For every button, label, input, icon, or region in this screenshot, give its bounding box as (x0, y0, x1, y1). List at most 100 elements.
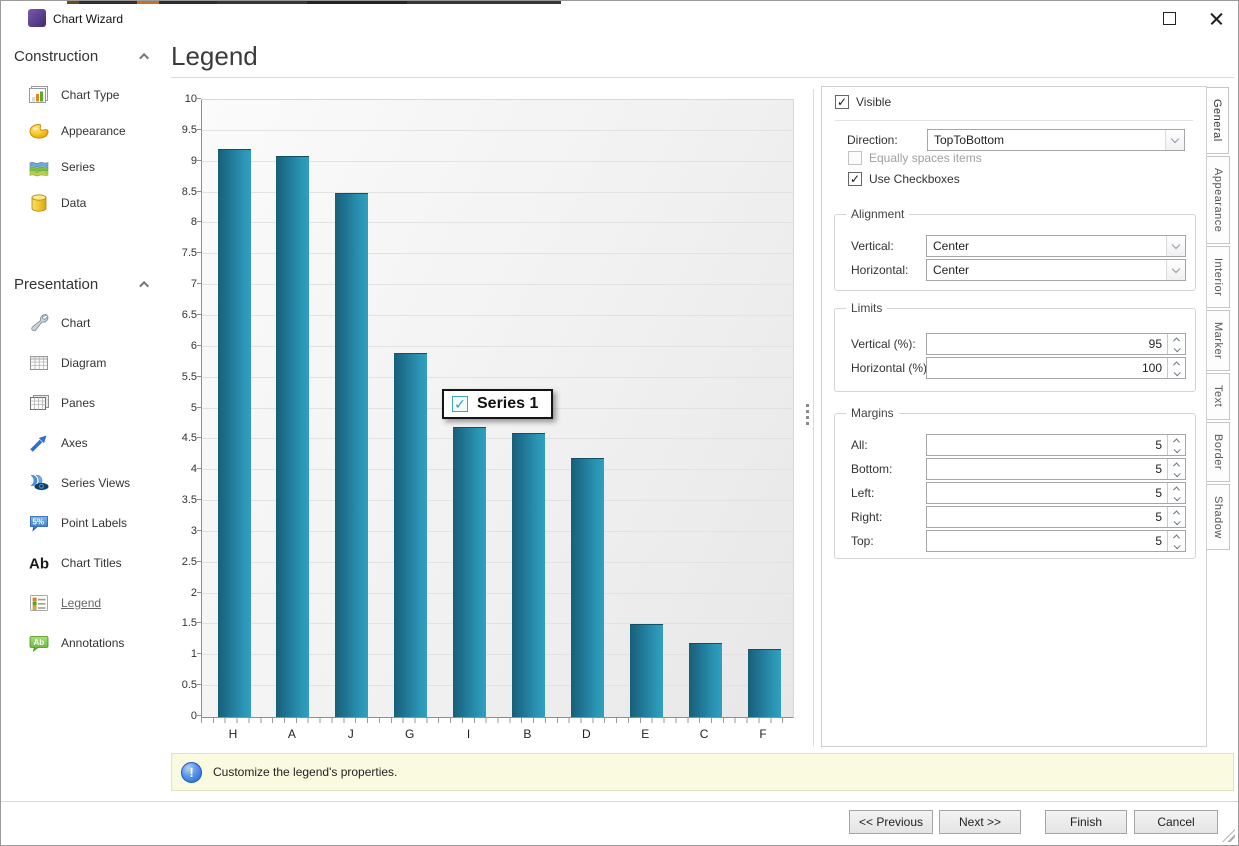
bar-F (747, 649, 781, 717)
sidebar-item-chart-type[interactable]: Chart Type (1, 77, 165, 113)
limits-vertical-label: Vertical (%): (851, 337, 916, 351)
sidebar-item-chart[interactable]: Chart (1, 303, 165, 343)
tab-border[interactable]: Border (1206, 421, 1230, 482)
sidebar-item-series-views[interactable]: Series Views (1, 463, 165, 503)
limits-vertical-spinner[interactable]: 95 (926, 333, 1186, 355)
tab-interior[interactable]: Interior (1206, 245, 1230, 309)
sidebar-item-panes[interactable]: Panes (1, 383, 165, 423)
section-header-presentation[interactable]: Presentation (1, 271, 165, 297)
close-button[interactable] (1209, 11, 1224, 26)
next-button[interactable]: Next >> (939, 810, 1021, 834)
sidebar-item-data[interactable]: Data (1, 185, 165, 221)
spin-up-button[interactable] (1168, 358, 1185, 368)
sidebar-item-chart-titles[interactable]: Ab Chart Titles (1, 543, 165, 583)
sidebar-item-axes[interactable]: Axes (1, 423, 165, 463)
combobox-value: Center (933, 239, 970, 253)
sidebar-item-point-labels[interactable]: 5% Point Labels (1, 503, 165, 543)
margins-group-title: Margins (846, 406, 899, 420)
sidebar-item-label: Point Labels (61, 516, 128, 530)
margins-all-spinner[interactable]: 5 (926, 434, 1186, 456)
cancel-button[interactable]: Cancel (1134, 810, 1218, 834)
gridline (202, 500, 793, 502)
chart-legend: ✓ Series 1 (442, 389, 554, 419)
section-header-construction[interactable]: Construction (1, 43, 165, 69)
spin-up-button[interactable] (1168, 334, 1185, 344)
sidebar-item-legend[interactable]: Legend (1, 583, 165, 623)
chart-preview: 0 0.5 1 1.5 2 2.5 3 3.5 4 4.5 5 5.5 6 6.5 7 7.5 8 8.5 9 9.5… (171, 91, 816, 751)
margins-top-label: Top: (851, 534, 874, 548)
limits-horizontal-label: Horizontal (%): (851, 361, 931, 375)
tab-general[interactable]: General (1204, 87, 1229, 154)
previous-button[interactable]: << Previous (849, 810, 933, 834)
x-axis-tick-label: G (404, 727, 415, 741)
spin-down-button[interactable] (1168, 517, 1185, 527)
spin-down-button[interactable] (1168, 469, 1185, 479)
x-axis-tick-label: B (523, 727, 532, 741)
resize-grip[interactable] (1222, 829, 1235, 842)
y-axis-tick (197, 437, 201, 439)
bar-A (276, 155, 310, 717)
y-axis-tick (197, 684, 201, 686)
chevron-down-icon (1173, 517, 1181, 525)
margins-bottom-spinner[interactable]: 5 (926, 458, 1186, 480)
maximize-button[interactable] (1163, 12, 1176, 25)
gridline (202, 685, 793, 687)
limits-horizontal-spinner[interactable]: 100 (926, 357, 1186, 379)
visible-checkbox[interactable]: ✓ (835, 95, 849, 109)
gridline (202, 253, 793, 255)
margins-all-label: All: (851, 438, 868, 452)
spin-up-button[interactable] (1168, 483, 1185, 493)
spin-down-button[interactable] (1168, 445, 1185, 455)
horizontal-combobox[interactable]: Center (926, 259, 1186, 281)
spinner-value: 5 (1155, 510, 1162, 524)
margins-right-spinner[interactable]: 5 (926, 506, 1186, 528)
sidebar-item-label: Chart Titles (61, 556, 122, 570)
y-axis-tick (197, 560, 201, 562)
finish-button[interactable]: Finish (1045, 810, 1127, 834)
spin-up-button[interactable] (1168, 459, 1185, 469)
margins-left-spinner[interactable]: 5 (926, 482, 1186, 504)
y-axis-tick (197, 715, 201, 716)
gridline (202, 561, 793, 563)
splitter-handle[interactable] (806, 404, 810, 428)
chevron-up-icon (1172, 336, 1181, 344)
gridline (202, 284, 793, 286)
chevron-down-icon (1173, 368, 1181, 376)
spinner-value: 5 (1155, 534, 1162, 548)
annotations-icon: Ab (27, 631, 51, 655)
gridline (202, 623, 793, 625)
chevron-up-icon (1172, 485, 1181, 493)
appearance-icon (27, 119, 51, 143)
vertical-combobox[interactable]: Center (926, 235, 1186, 257)
spin-down-button[interactable] (1168, 344, 1185, 354)
dropdown-icon[interactable] (1166, 236, 1185, 256)
use-checkboxes-checkbox[interactable]: ✓ (848, 172, 862, 186)
footer-divider (1, 801, 1238, 802)
spin-up-button[interactable] (1168, 531, 1185, 541)
sidebar-item-label: Chart Type (61, 88, 120, 102)
footer-buttons: << Previous Next >> Finish Cancel (849, 810, 1218, 834)
dropdown-icon[interactable] (1166, 260, 1185, 280)
sidebar-item-label: Series Views (61, 476, 131, 490)
spin-up-button[interactable] (1168, 435, 1185, 445)
direction-combobox[interactable]: TopToBottom (927, 129, 1185, 151)
spin-down-button[interactable] (1168, 493, 1185, 503)
sidebar-item-appearance[interactable]: Appearance (1, 113, 165, 149)
tab-shadow[interactable]: Shadow (1206, 483, 1230, 551)
spin-down-button[interactable] (1168, 541, 1185, 551)
sidebar-item-annotations[interactable]: Ab Annotations (1, 623, 165, 663)
legend-series-checkbox[interactable]: ✓ (452, 396, 468, 412)
direction-dropdown-icon[interactable] (1165, 130, 1184, 150)
spin-down-button[interactable] (1168, 368, 1185, 378)
section-items: Chart Type Appearance Series Data (1, 77, 165, 221)
tab-marker[interactable]: Marker (1206, 310, 1230, 372)
sidebar-item-series[interactable]: Series (1, 149, 165, 185)
alignment-group: Alignment Vertical: Center Horizontal: Cent… (834, 207, 1196, 291)
margins-top-spinner[interactable]: 5 (926, 530, 1186, 552)
y-axis-tick (197, 653, 201, 655)
tab-text[interactable]: Text (1206, 373, 1230, 420)
tab-appearance[interactable]: Appearance (1206, 155, 1230, 244)
spin-up-button[interactable] (1168, 507, 1185, 517)
use-checkboxes-label: Use Checkboxes (869, 172, 960, 186)
sidebar-item-diagram[interactable]: Diagram (1, 343, 165, 383)
